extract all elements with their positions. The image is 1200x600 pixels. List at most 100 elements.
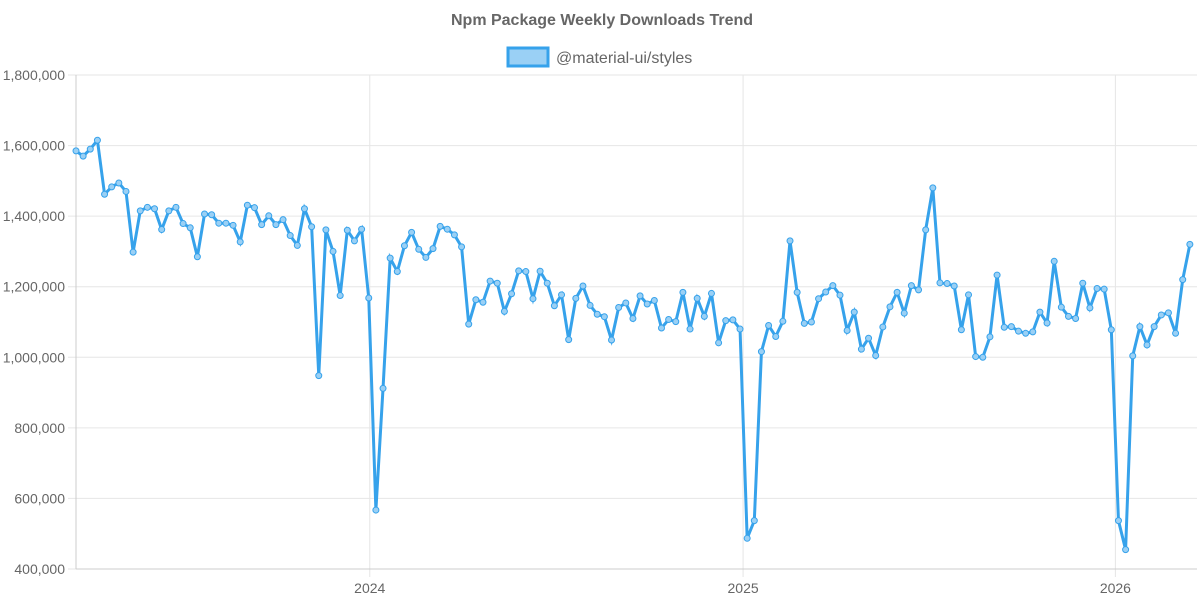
data-point[interactable] [793,288,801,296]
data-point[interactable] [79,152,87,160]
data-point[interactable] [215,219,223,227]
data-point[interactable] [1186,240,1194,248]
data-point[interactable] [893,288,901,296]
data-point[interactable] [508,290,516,298]
data-point[interactable] [807,318,815,326]
data-point[interactable] [86,145,94,153]
data-point[interactable] [650,296,658,304]
data-point[interactable] [108,183,116,191]
data-point[interactable] [615,304,623,312]
legend-label[interactable]: @material-ui/styles [556,50,692,67]
data-point[interactable] [743,534,751,542]
data-point[interactable] [879,323,887,331]
data-point[interactable] [286,232,294,240]
data-point[interactable] [929,184,937,192]
data-point[interactable] [1114,517,1122,525]
data-point[interactable] [465,320,473,328]
data-point[interactable] [493,279,501,287]
data-point[interactable] [829,282,837,290]
data-point[interactable] [115,179,123,187]
data-point[interactable] [672,318,680,326]
data-point[interactable] [436,222,444,230]
data-point[interactable] [315,372,323,380]
data-point[interactable] [172,203,180,211]
data-point[interactable] [393,268,401,276]
data-point[interactable] [1064,312,1072,320]
data-point[interactable] [772,332,780,340]
data-point[interactable] [350,237,358,245]
data-point[interactable] [843,326,851,334]
data-point[interactable] [529,295,537,303]
data-point[interactable] [193,253,201,261]
data-point[interactable] [486,277,494,285]
data-point[interactable] [515,267,523,275]
data-point[interactable] [300,205,308,213]
data-point[interactable] [308,223,316,231]
data-point[interactable] [1000,323,1008,331]
data-point[interactable] [293,241,301,249]
data-point[interactable] [72,147,80,155]
data-point[interactable] [693,294,701,302]
data-point[interactable] [715,339,723,347]
data-point[interactable] [922,226,930,234]
data-point[interactable] [1015,327,1022,335]
data-point[interactable] [1022,329,1030,337]
data-point[interactable] [1164,309,1172,317]
data-point[interactable] [836,291,844,299]
data-point[interactable] [129,248,137,256]
data-point[interactable] [765,322,773,330]
data-point[interactable] [443,225,451,233]
data-point[interactable] [729,316,737,324]
data-point[interactable] [915,286,923,294]
data-point[interactable] [957,326,965,334]
data-point[interactable] [1150,323,1158,331]
data-point[interactable] [1079,279,1087,287]
data-point[interactable] [229,221,237,229]
data-point[interactable] [865,334,873,342]
data-point[interactable] [993,271,1001,279]
data-point[interactable] [786,237,794,245]
data-point[interactable] [165,207,173,215]
data-point[interactable] [857,345,865,353]
data-point[interactable] [179,220,187,228]
data-point[interactable] [1143,341,1151,349]
data-point[interactable] [422,253,430,261]
data-point[interactable] [186,224,194,232]
data-point[interactable] [979,353,987,361]
data-point[interactable] [1057,303,1065,311]
data-point[interactable] [258,221,266,229]
data-point[interactable] [93,136,101,144]
data-point[interactable] [1007,323,1015,331]
data-point[interactable] [136,207,144,215]
data-point[interactable] [379,384,387,392]
data-point[interactable] [151,205,159,213]
data-point[interactable] [458,243,466,251]
data-point[interactable] [936,279,944,287]
data-point[interactable] [850,308,858,316]
data-point[interactable] [800,319,808,327]
data-point[interactable] [243,201,251,209]
data-point[interactable] [722,317,730,325]
data-point[interactable] [558,291,566,299]
data-point[interactable] [122,187,130,195]
data-point[interactable] [822,288,830,296]
data-point[interactable] [1100,285,1108,293]
data-point[interactable] [522,268,530,276]
data-point[interactable] [101,190,109,198]
data-point[interactable] [900,309,908,317]
data-point[interactable] [329,247,337,255]
data-point[interactable] [279,216,287,224]
data-point[interactable] [872,352,880,360]
data-point[interactable] [622,299,630,307]
data-point[interactable] [372,506,380,514]
data-point[interactable] [815,295,823,303]
data-point[interactable] [222,219,230,227]
data-point[interactable] [1157,311,1165,319]
data-point[interactable] [358,225,366,233]
data-point[interactable] [1050,257,1058,265]
data-point[interactable] [636,292,644,300]
data-point[interactable] [1122,546,1130,554]
data-point[interactable] [565,336,573,344]
data-point[interactable] [272,221,280,229]
data-point[interactable] [365,294,373,302]
